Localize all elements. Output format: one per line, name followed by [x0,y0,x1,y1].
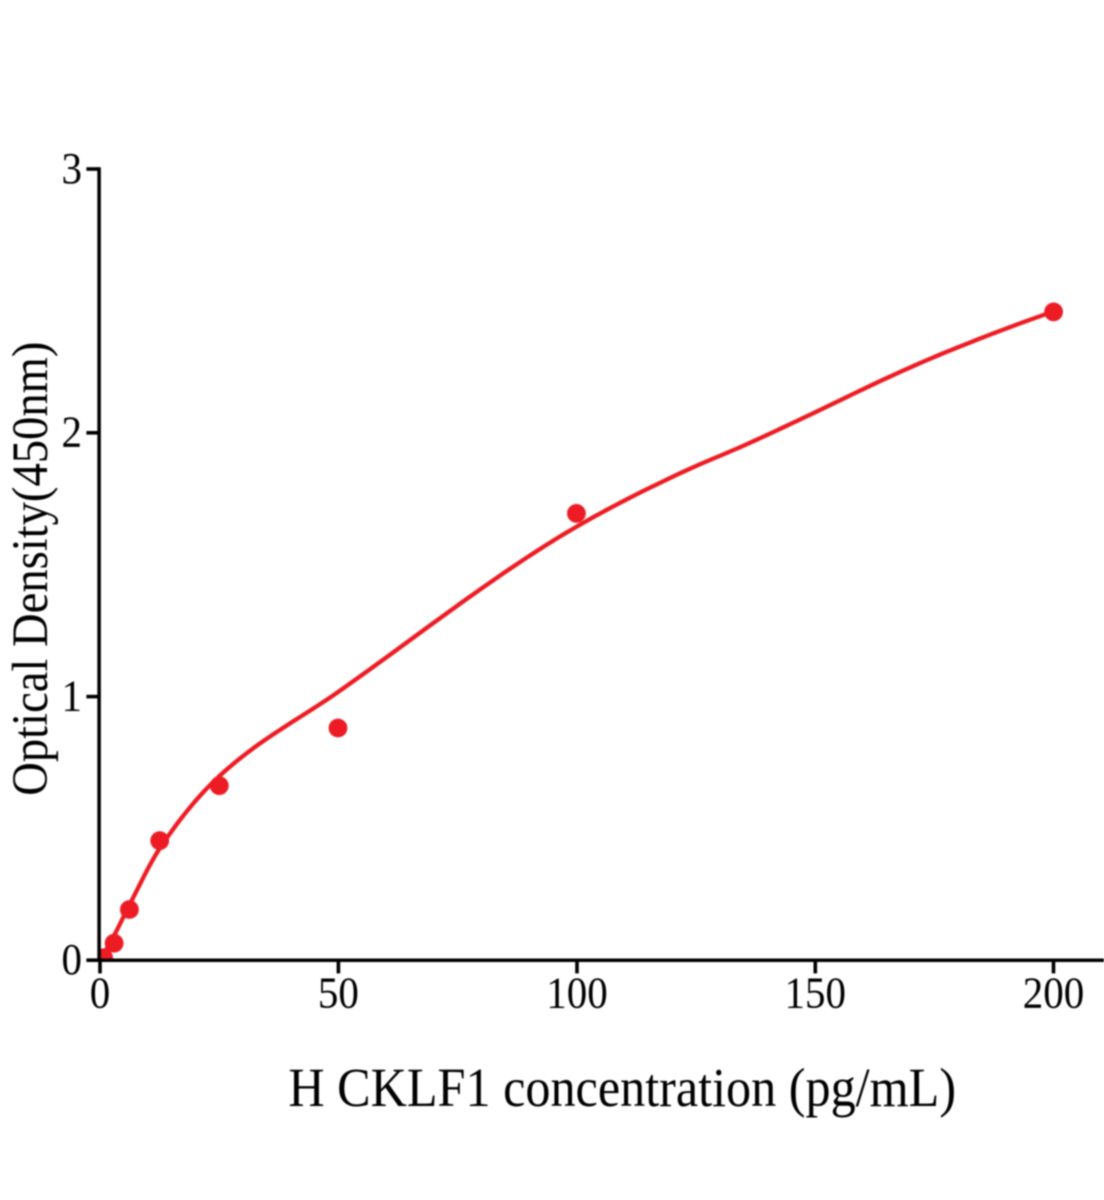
svg-text:50: 50 [318,969,359,1018]
svg-text:0: 0 [90,969,110,1018]
svg-text:H CKLF1 concentration (pg/mL): H CKLF1 concentration (pg/mL) [288,1058,956,1118]
svg-text:200: 200 [1023,969,1084,1018]
svg-text:2: 2 [62,408,82,457]
svg-text:Optical Density(450nm): Optical Density(450nm) [4,342,59,796]
svg-text:3: 3 [62,144,82,193]
svg-text:1: 1 [62,672,82,721]
svg-text:150: 150 [785,969,846,1018]
svg-text:100: 100 [546,969,607,1018]
svg-text:0: 0 [62,936,82,985]
